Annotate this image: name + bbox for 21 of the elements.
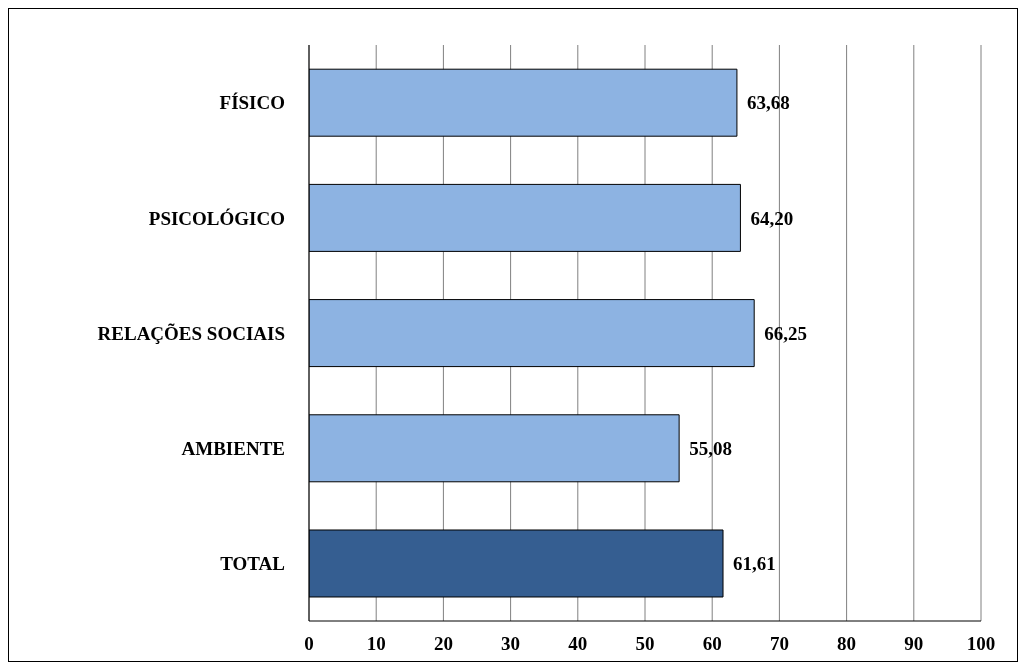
y-tick-label: PSICOLÓGICO (148, 207, 285, 229)
y-tick-label: FÍSICO (219, 92, 285, 114)
x-tick-label: 70 (769, 633, 789, 655)
x-tick-label: 50 (635, 633, 655, 655)
y-tick-label: TOTAL (220, 553, 285, 575)
x-tick-label: 100 (966, 633, 996, 655)
data-label: 63,68 (746, 92, 790, 114)
data-label: 61,61 (733, 553, 776, 575)
data-label: 64,20 (750, 207, 794, 229)
x-tick-label: 20 (433, 633, 453, 655)
y-tick-label: RELAÇÕES SOCIAIS (97, 322, 285, 344)
x-tick-label: 0 (304, 633, 314, 655)
data-label: 66,25 (764, 322, 807, 344)
x-tick-label: 90 (904, 633, 924, 655)
x-tick-label: 60 (702, 633, 722, 655)
x-tick-label: 80 (837, 633, 857, 655)
y-tick-label: AMBIENTE (181, 437, 285, 459)
x-tick-label: 30 (501, 633, 521, 655)
data-label: 55,08 (689, 438, 732, 460)
x-tick-label: 40 (568, 633, 588, 655)
x-tick-label: 10 (366, 633, 386, 655)
